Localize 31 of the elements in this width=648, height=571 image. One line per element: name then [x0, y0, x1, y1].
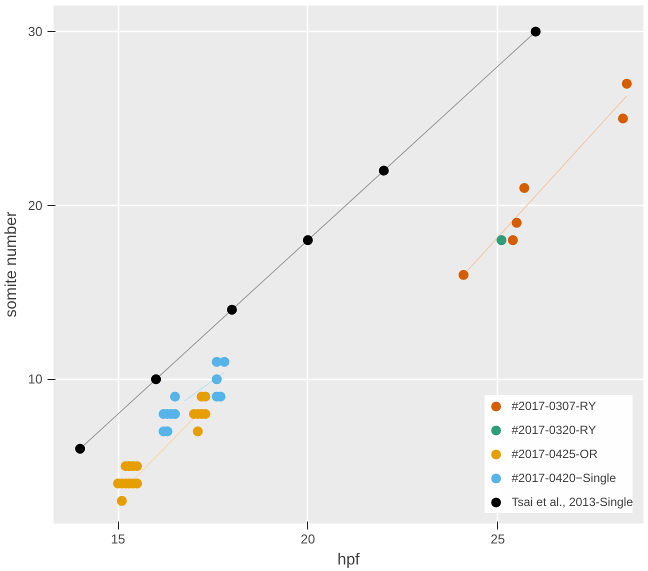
legend-label: Tsai et al., 2013-Single — [512, 495, 633, 509]
point — [116, 496, 127, 506]
legend-label: #2017-0320-RY — [512, 423, 596, 437]
point — [512, 218, 522, 228]
x-tick-label: 15 — [110, 532, 126, 546]
legend-label: #2017-0420−Single — [512, 471, 616, 485]
point — [302, 235, 313, 246]
point — [530, 26, 541, 37]
point — [622, 78, 632, 89]
y-axis-title: somite number — [3, 210, 20, 318]
x-tick-label: 20 — [300, 532, 316, 546]
y-tick-label: 10 — [28, 372, 43, 387]
legend-label: #2017-0307-RY — [512, 399, 596, 413]
point — [508, 235, 518, 246]
point — [219, 356, 230, 367]
point — [192, 426, 203, 436]
y-tick-label: 30 — [28, 24, 43, 40]
x-tick-label: 25 — [490, 532, 505, 546]
point — [378, 166, 389, 176]
point — [151, 374, 162, 384]
point — [226, 304, 237, 315]
point — [170, 392, 180, 402]
point — [75, 444, 86, 454]
point — [212, 374, 222, 384]
x-axis-title: hpf — [337, 552, 360, 568]
point — [519, 183, 530, 194]
point — [618, 113, 628, 124]
legend-label: #2017-0425-OR — [512, 447, 598, 461]
point — [458, 270, 469, 280]
y-tick-label: 20 — [28, 198, 43, 213]
point — [496, 235, 507, 246]
